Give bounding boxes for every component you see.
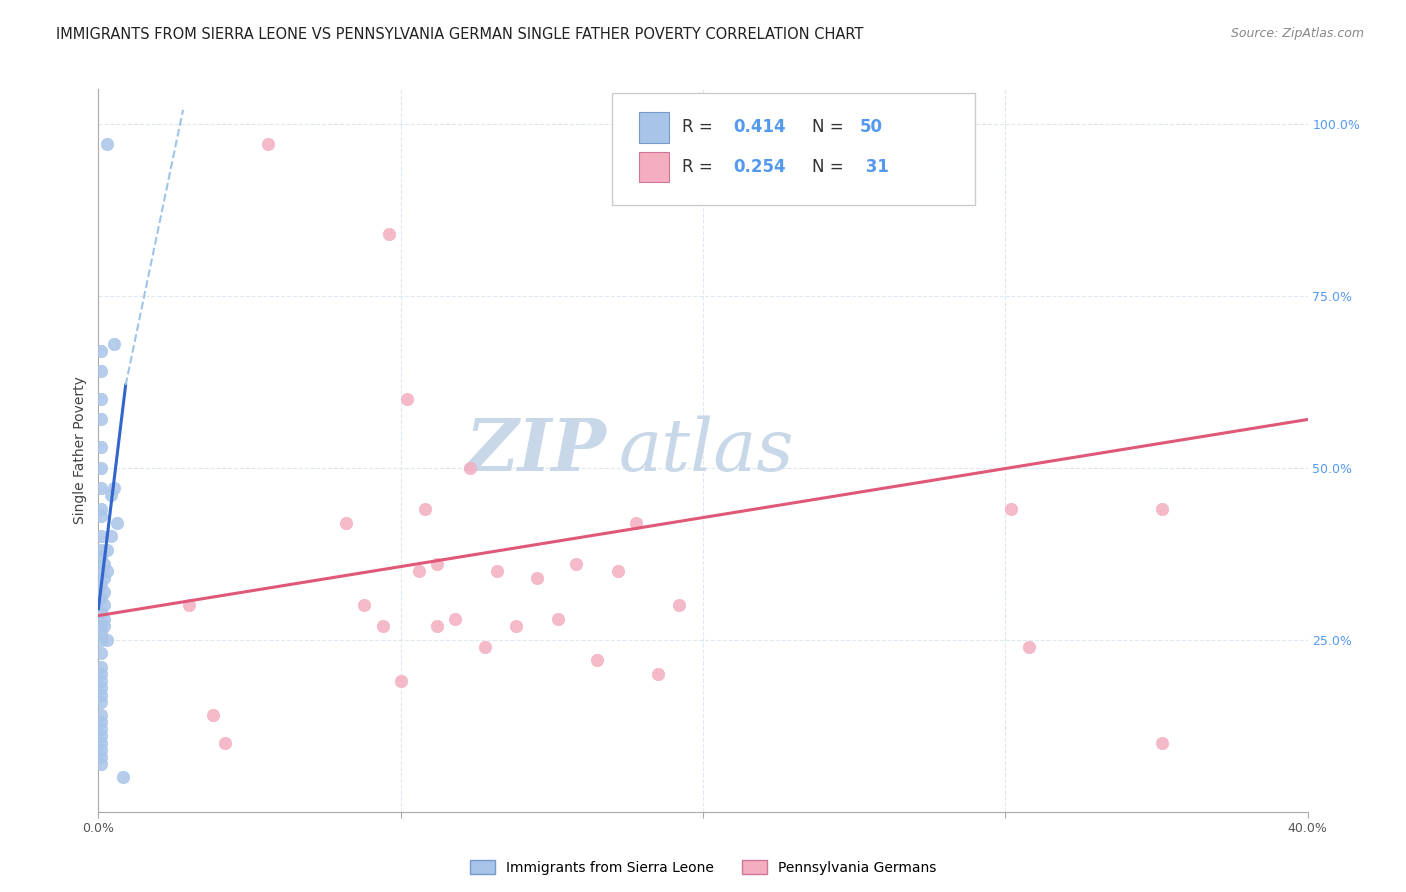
Point	[90, 715, 112, 730]
Point	[90, 660, 112, 674]
Point	[377, 227, 399, 241]
Point	[100, 488, 122, 502]
Point	[90, 564, 112, 578]
Point	[90, 647, 112, 661]
Point	[426, 619, 449, 633]
Legend: Immigrants from Sierra Leone, Pennsylvania Germans: Immigrants from Sierra Leone, Pennsylvan…	[464, 855, 942, 880]
Text: N =: N =	[811, 158, 849, 177]
Point	[103, 336, 125, 351]
Point	[1018, 640, 1040, 654]
Point	[90, 729, 112, 743]
Point	[96, 543, 118, 558]
Point	[93, 619, 115, 633]
FancyBboxPatch shape	[638, 112, 669, 143]
Point	[1152, 502, 1174, 516]
Point	[547, 612, 569, 626]
Point	[1152, 736, 1174, 750]
Point	[565, 557, 588, 571]
Point	[256, 137, 278, 152]
Text: 50: 50	[860, 119, 883, 136]
Text: IMMIGRANTS FROM SIERRA LEONE VS PENNSYLVANIA GERMAN SINGLE FATHER POVERTY CORREL: IMMIGRANTS FROM SIERRA LEONE VS PENNSYLV…	[56, 27, 863, 42]
Point	[90, 529, 112, 543]
Point	[103, 481, 125, 495]
Text: N =: N =	[811, 119, 849, 136]
Point	[90, 440, 112, 454]
Text: R =: R =	[682, 158, 718, 177]
Text: R =: R =	[682, 119, 718, 136]
FancyBboxPatch shape	[638, 152, 669, 182]
Point	[607, 564, 630, 578]
Point	[90, 502, 112, 516]
Point	[486, 564, 509, 578]
Point	[626, 516, 648, 530]
Point	[90, 550, 112, 565]
Point	[90, 619, 112, 633]
Point	[105, 516, 128, 530]
Point	[90, 460, 112, 475]
Point	[90, 756, 112, 771]
Point	[444, 612, 467, 626]
Point	[90, 392, 112, 406]
Point	[458, 460, 481, 475]
Point	[413, 502, 436, 516]
Y-axis label: Single Father Poverty: Single Father Poverty	[73, 376, 87, 524]
Point	[93, 571, 115, 585]
Point	[426, 557, 449, 571]
Point	[90, 412, 112, 426]
Text: ZIP: ZIP	[465, 415, 606, 486]
Point	[96, 564, 118, 578]
Point	[214, 736, 236, 750]
Point	[90, 364, 112, 378]
Point	[111, 770, 134, 784]
Point	[202, 708, 225, 723]
Point	[395, 392, 418, 406]
Point	[90, 508, 112, 523]
Point	[90, 708, 112, 723]
Point	[474, 640, 496, 654]
Point	[90, 749, 112, 764]
Point	[90, 695, 112, 709]
Point	[90, 343, 112, 358]
Point	[90, 667, 112, 681]
Point	[90, 591, 112, 606]
Point	[668, 599, 690, 613]
Point	[179, 599, 201, 613]
Point	[90, 632, 112, 647]
Point	[93, 584, 115, 599]
Point	[100, 529, 122, 543]
Point	[90, 743, 112, 757]
Point	[90, 605, 112, 619]
Text: 0.414: 0.414	[734, 119, 786, 136]
Point	[93, 557, 115, 571]
Point	[90, 577, 112, 591]
Point	[93, 599, 115, 613]
FancyBboxPatch shape	[613, 93, 976, 205]
Point	[90, 736, 112, 750]
Point	[647, 667, 669, 681]
Point	[526, 571, 548, 585]
Point	[353, 599, 375, 613]
Point	[90, 722, 112, 736]
Point	[335, 516, 357, 530]
Point	[90, 688, 112, 702]
Point	[408, 564, 430, 578]
Point	[389, 673, 412, 688]
Point	[90, 543, 112, 558]
Point	[505, 619, 527, 633]
Point	[90, 481, 112, 495]
Point	[96, 137, 118, 152]
Point	[93, 612, 115, 626]
Point	[90, 625, 112, 640]
Text: 0.254: 0.254	[734, 158, 786, 177]
Text: atlas: atlas	[619, 415, 794, 486]
Point	[96, 632, 118, 647]
Text: 31: 31	[860, 158, 889, 177]
Point	[90, 673, 112, 688]
Point	[90, 681, 112, 695]
Point	[1000, 502, 1022, 516]
Text: Source: ZipAtlas.com: Source: ZipAtlas.com	[1230, 27, 1364, 40]
Point	[586, 653, 609, 667]
Point	[371, 619, 394, 633]
